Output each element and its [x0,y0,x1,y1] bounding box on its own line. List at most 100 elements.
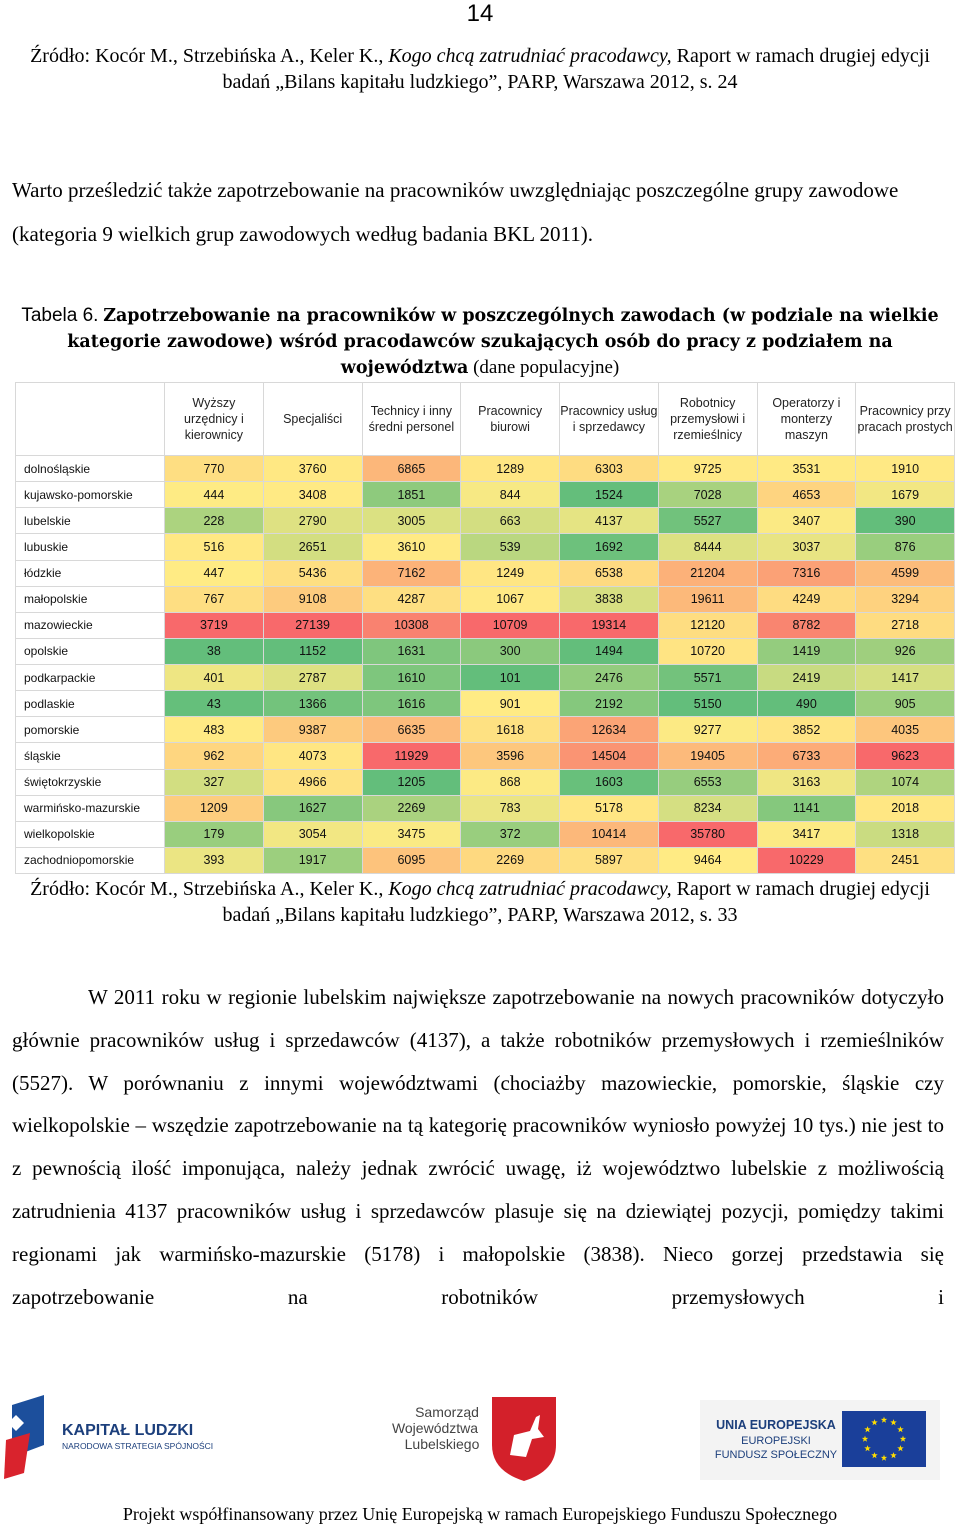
column-header: Wyższy urzędnicy i kierownicy [164,382,264,456]
value-cell: 1417 [855,663,955,692]
row-name: pomorskie [15,716,165,744]
value-cell: 4249 [756,585,857,613]
value-cell: 1910 [855,454,955,483]
value-cell: 1289 [460,454,560,483]
value-cell: 9623 [855,742,955,770]
value-cell: 1603 [559,768,659,796]
value-cell: 3596 [460,742,560,770]
value-cell: 6733 [756,742,857,770]
value-cell: 3417 [756,820,857,848]
eu-star [871,1419,878,1426]
source-authors: Źródło: Kocór M., Strzebińska A., Keler … [30,45,384,67]
value-cell: 3005 [361,507,462,535]
logos: KAPITAŁ LUDZKI NARODOWA STRATEGIA SPÓJNO… [4,1395,940,1481]
value-cell: 19611 [657,585,758,613]
value-cell: 1318 [855,820,955,848]
value-cell: 1074 [855,768,955,796]
eu-star [880,1416,888,1423]
value-cell: 1627 [262,794,363,822]
value-cell: 1209 [164,794,264,822]
value-cell: 2787 [262,663,363,692]
source-rest: Raport w ramach drugiej edycji badań „Bi… [222,878,930,926]
column-header: Technicy i inny średni personel [361,382,462,456]
value-cell: 3163 [756,768,857,796]
value-cell: 539 [460,533,560,561]
table-row: podkarpackie 401 2787 1610 101 2476 5571 2419 14… [15,663,955,692]
value-cell: 401 [164,663,264,692]
value-cell: 393 [164,846,264,875]
eu-star [861,1435,869,1442]
value-cell: 783 [460,794,560,822]
value-cell: 901 [460,690,560,718]
eu-star [864,1426,871,1433]
value-cell: 21204 [657,559,758,587]
value-cell: 2790 [262,507,363,535]
value-cell: 101 [460,663,560,692]
caption-note: (dane populacyjne) [473,357,620,378]
source-title: Kogo chcą zatrudniać pracodawcy, [388,45,672,67]
value-cell: 926 [855,637,955,666]
footer: Projekt współfinansowany przez Unię Euro… [122,1504,838,1524]
value-cell: 2192 [559,690,659,718]
value-cell: 2269 [460,846,560,875]
samorzad-logo: Samorząd Województwa Lubelskiego [392,1397,556,1481]
value-cell: 516 [164,533,264,561]
row-name: warmińsko-mazurskie [15,794,165,822]
value-cell: 2476 [559,663,659,692]
value-cell: 1494 [559,637,659,666]
table-row: lubuskie 516 2651 3610 539 1692 8444 3037 876 [15,533,955,561]
table-row: podlaskie 43 1366 1616 901 2192 5150 490 905 [15,690,955,718]
value-cell: 38 [164,637,264,666]
value-cell: 483 [164,716,264,744]
value-cell: 447 [164,559,264,587]
value-cell: 2718 [855,611,955,639]
logo-text: NARODOWA STRATEGIA SPÓJNOŚCI [62,1440,213,1451]
eu-star [871,1452,878,1459]
eu-star [864,1445,871,1452]
value-cell: 14504 [559,742,659,770]
heatmap-table: Wyższy urzędnicy i kierownicy Specjaliści… [15,382,955,875]
value-cell: 962 [164,742,264,770]
table-row: mazowieckie 3719 27139 10308 10709 19314 12120… [15,611,955,639]
value-cell: 7028 [657,481,758,509]
value-cell: 6303 [559,454,659,483]
value-cell: 12634 [559,716,659,744]
row-name: podlaskie [15,690,165,718]
value-cell: 179 [164,820,264,848]
logo-text: Lubelskiego [405,1436,480,1452]
row-name: lubuskie [15,533,165,561]
kapital-ludzki-logo: KAPITAŁ LUDZKI NARODOWA STRATEGIA SPÓJNO… [4,1395,213,1479]
value-cell: 8782 [756,611,857,639]
value-cell: 4137 [559,507,659,535]
value-cell: 1692 [559,533,659,561]
value-cell: 5150 [657,690,758,718]
value-cell: 3408 [262,481,363,509]
source-authors: Źródło: Kocór M., Strzebińska A., Keler … [30,878,384,900]
value-cell: 327 [164,768,264,796]
value-cell: 2269 [361,794,462,822]
table-row: świętokrzyskie 327 4966 1205 868 1603 6553 3163… [15,768,955,796]
value-cell: 1616 [361,690,462,718]
row-name: zachodniopomorskie [15,846,165,875]
value-cell: 3719 [164,611,264,639]
row-name: śląskie [15,742,165,770]
value-cell: 1141 [756,794,857,822]
value-cell: 767 [164,585,264,613]
value-cell: 5178 [559,794,659,822]
intro-paragraph: Warto prześledzić także zapotrzebowanie … [12,178,899,246]
eu-star [897,1426,904,1433]
value-cell: 9108 [262,585,363,613]
value-cell: 2451 [855,846,955,875]
table-row: opolskie 38 1152 1631 300 1494 10720 1419 926 [15,637,955,666]
value-cell: 3610 [361,533,462,561]
value-cell: 1851 [361,481,462,509]
caption-label: Tabela 6. [21,305,99,326]
body-paragraph: W 2011 roku w regionie lubelskim najwięk… [12,985,944,1309]
value-cell: 35780 [657,820,758,848]
logo-text: FUNDUSZ SPOŁECZNY [715,1449,838,1461]
value-cell: 8234 [657,794,758,822]
value-cell: 3531 [756,454,857,483]
table-row: zachodniopomorskie 393 1917 6095 2269 5897 946… [15,846,955,875]
value-cell: 4287 [361,585,462,613]
